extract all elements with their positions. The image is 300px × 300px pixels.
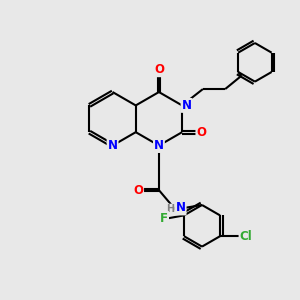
Text: H: H [166, 204, 174, 214]
Text: N: N [154, 139, 164, 152]
Text: N: N [176, 202, 186, 214]
Text: O: O [154, 63, 164, 76]
Text: Cl: Cl [239, 230, 252, 243]
Text: F: F [160, 212, 168, 225]
Text: N: N [182, 99, 191, 112]
Text: O: O [196, 126, 206, 139]
Text: N: N [108, 139, 118, 152]
Text: O: O [133, 184, 143, 196]
